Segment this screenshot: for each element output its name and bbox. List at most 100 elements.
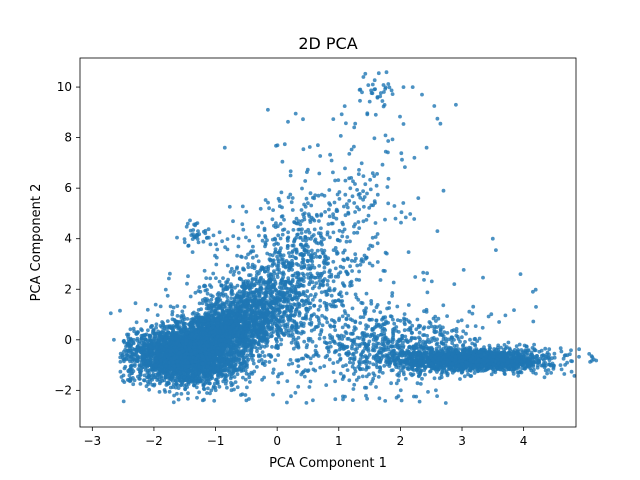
data-point: [175, 341, 179, 346]
data-point: [259, 337, 264, 342]
data-point: [147, 373, 152, 378]
data-point: [167, 360, 172, 365]
data-point: [150, 364, 154, 368]
data-point: [165, 319, 170, 323]
data-point: [265, 339, 270, 343]
data-point: [238, 325, 243, 330]
data-point: [177, 371, 182, 376]
data-point: [205, 312, 210, 316]
data-point: [236, 244, 241, 249]
chart-title: 2D PCA: [298, 34, 357, 53]
data-point: [223, 305, 228, 309]
data-point: [144, 384, 149, 389]
data-point: [242, 355, 247, 360]
data-point: [215, 311, 220, 315]
data-point: [162, 371, 166, 376]
data-point: [183, 345, 188, 349]
data-point: [225, 263, 230, 268]
data-point: [241, 368, 246, 373]
data-point: [180, 309, 185, 314]
data-point: [252, 340, 257, 345]
data-point: [209, 309, 214, 314]
data-point: [168, 271, 172, 276]
data-point: [266, 324, 270, 328]
data-point: [221, 276, 225, 280]
data-point: [177, 351, 182, 356]
data-point: [137, 368, 142, 372]
data-point: [175, 359, 180, 364]
data-point: [155, 350, 160, 355]
data-point: [225, 385, 229, 390]
data-point: [202, 268, 207, 273]
data-point: [262, 354, 267, 358]
data-point: [192, 350, 197, 355]
data-point: [199, 307, 204, 312]
data-point: [122, 359, 126, 364]
data-point: [151, 329, 155, 333]
data-point: [235, 253, 240, 258]
data-point: [270, 345, 274, 349]
data-point: [134, 359, 139, 363]
data-point: [238, 318, 243, 323]
data-point: [144, 364, 149, 368]
data-point: [237, 270, 241, 275]
data-point: [149, 367, 154, 372]
data-point: [129, 343, 133, 348]
data-point: [204, 306, 209, 311]
data-point: [237, 330, 242, 335]
data-point: [149, 358, 154, 363]
data-point: [156, 339, 161, 344]
data-point: [153, 302, 158, 307]
data-point: [190, 332, 195, 337]
data-point: [200, 354, 205, 359]
data-point: [206, 386, 210, 391]
data-point: [286, 362, 291, 367]
data-point: [123, 364, 128, 369]
data-point: [134, 320, 139, 325]
data-point: [194, 385, 199, 390]
data-point: [218, 329, 222, 333]
data-point: [207, 381, 212, 386]
data-point: [142, 340, 146, 345]
data-point: [220, 334, 225, 339]
data-point: [241, 299, 246, 304]
data-point: [183, 387, 188, 391]
data-point: [127, 339, 132, 344]
data-point: [252, 283, 257, 288]
data-point: [208, 355, 212, 359]
data-point: [219, 364, 224, 369]
data-point: [135, 354, 140, 358]
data-point: [139, 327, 144, 332]
data-point: [235, 305, 240, 310]
data-point: [217, 384, 222, 389]
data-point: [184, 338, 189, 343]
data-point: [175, 323, 179, 327]
data-point: [204, 336, 209, 341]
data-point: [281, 304, 286, 309]
data-point: [197, 301, 202, 306]
data-point: [223, 283, 228, 288]
data-point: [167, 325, 172, 330]
data-point: [207, 361, 211, 365]
data-point: [158, 304, 163, 309]
data-point: [241, 365, 246, 369]
data-point: [186, 364, 190, 369]
data-point: [213, 360, 218, 364]
data-point: [211, 271, 216, 276]
data-point: [225, 368, 230, 373]
data-point: [232, 375, 237, 379]
data-point: [318, 298, 323, 303]
data-point: [214, 378, 218, 382]
data-point: [145, 307, 150, 312]
data-point: [251, 361, 256, 366]
data-points: [108, 70, 599, 405]
data-point: [151, 351, 156, 355]
data-point: [167, 389, 172, 394]
data-point: [122, 380, 127, 384]
data-point: [200, 298, 205, 302]
data-point: [163, 375, 168, 380]
data-point: [196, 289, 201, 293]
data-point: [201, 383, 206, 388]
data-point: [183, 322, 188, 326]
